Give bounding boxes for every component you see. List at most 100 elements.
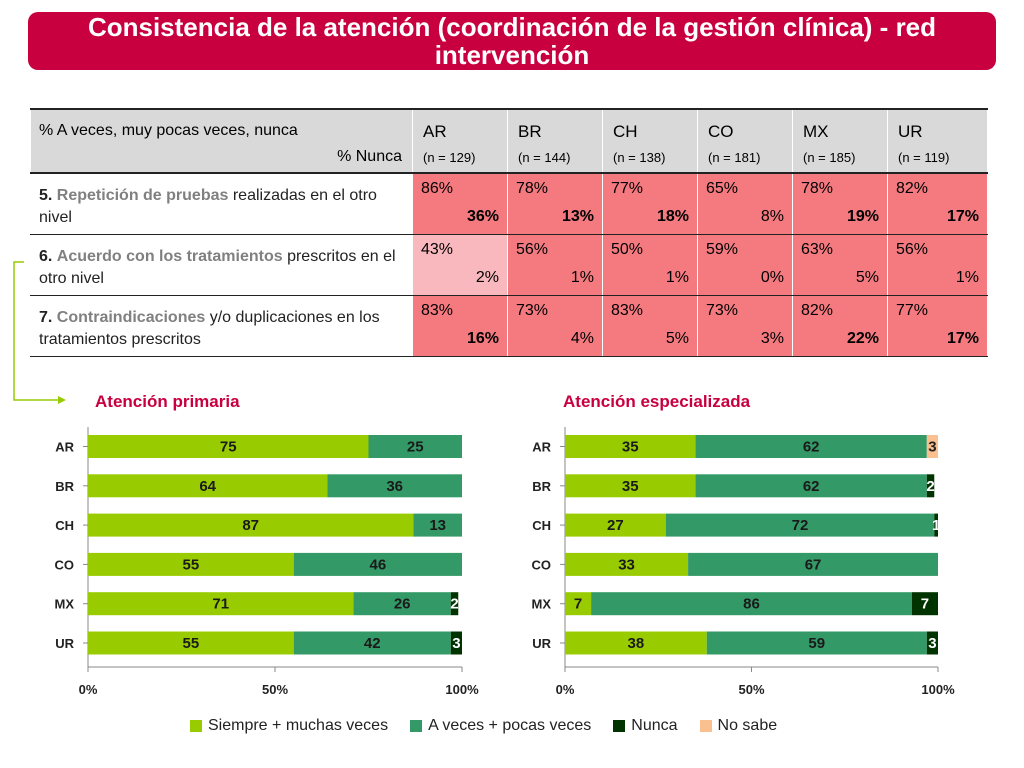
bar-value-label: 59 <box>808 635 825 652</box>
cell-bottom-value: 18% <box>656 208 689 225</box>
header-country-ar: AR (n = 129) <box>412 108 508 174</box>
x-tick-label: 100% <box>445 682 479 697</box>
bar-value-label: 55 <box>183 556 200 573</box>
table-header-row: % A veces, muy pocas veces, nunca % Nunc… <box>30 108 988 174</box>
table-cell: 63% 5% <box>792 234 888 296</box>
bar-segment <box>926 474 935 498</box>
category-label: CH <box>532 518 551 533</box>
cell-bottom-value: 17% <box>946 208 979 225</box>
bar-segment <box>926 631 938 655</box>
cell-top-value: 59% <box>706 241 739 258</box>
x-tick-label: 50% <box>738 682 764 697</box>
x-tick-label: 50% <box>262 682 288 697</box>
table-cell: 73% 4% <box>507 295 603 357</box>
header-country-br: BR (n = 144) <box>507 108 603 174</box>
category-label: UR <box>55 636 74 651</box>
bar-value-label: 1 <box>932 517 940 534</box>
category-label: CH <box>55 518 74 533</box>
cell-bottom-value: 1% <box>665 269 689 286</box>
bar-value-label: 64 <box>199 478 216 495</box>
bar-value-label: 3 <box>928 439 936 456</box>
table-cell: 83% 16% <box>412 295 508 357</box>
bar-value-label: 25 <box>407 439 424 456</box>
bar-value-label: 42 <box>364 635 381 652</box>
cell-bottom-value: 3% <box>760 330 784 347</box>
bar-value-label: 27 <box>607 517 624 534</box>
legend-item-nosabe: No sabe <box>699 717 778 735</box>
row-highlight: Repetición de pruebas <box>56 187 229 204</box>
bar-value-label: 26 <box>394 596 411 613</box>
bar-segment <box>413 513 462 537</box>
page-title-line2: intervención <box>434 40 590 70</box>
bar-segment <box>368 435 462 458</box>
row-highlight: Contraindicaciones <box>56 309 206 326</box>
bar-segment <box>565 631 707 655</box>
bar-segment <box>88 552 294 576</box>
cell-top-value: 43% <box>421 241 454 258</box>
table-cell: 56% 1% <box>507 234 603 296</box>
legend-item-nunca: Nunca <box>613 717 678 735</box>
chart-title-primaria: Atención primaria <box>95 392 240 411</box>
bar-value-label: 62 <box>803 439 820 456</box>
header-line1: % A veces, muy pocas veces, nunca <box>39 122 298 139</box>
cell-top-value: 83% <box>611 302 644 319</box>
bar-value-label: 36 <box>386 478 403 495</box>
bar-segment <box>926 435 938 458</box>
table-cell: 78% 19% <box>792 172 888 235</box>
row-number: 6. <box>39 248 53 265</box>
category-label: CO <box>55 557 75 572</box>
bar-segment <box>450 592 459 616</box>
bar-segment <box>706 631 927 655</box>
cell-top-value: 82% <box>896 180 929 197</box>
bar-segment <box>665 513 935 537</box>
bar-value-label: 67 <box>805 556 822 573</box>
row-highlight: Acuerdo con los tratamientos <box>56 248 283 265</box>
header-line2: % Nunca <box>337 148 402 165</box>
bar-segment <box>565 592 592 616</box>
bar-value-label: 3 <box>452 635 460 652</box>
category-label: UR <box>532 636 551 651</box>
bar-segment <box>88 435 369 458</box>
cell-bottom-value: 1% <box>955 269 979 286</box>
legend-swatch-aveces <box>410 720 423 732</box>
bar-segment <box>565 552 689 576</box>
legend-swatch-nunca <box>613 720 626 732</box>
bar-segment <box>293 631 451 655</box>
legend-item-aveces: A veces + pocas veces <box>410 717 591 735</box>
row-number: 5. <box>39 187 53 204</box>
header-country-ch: CH (n = 138) <box>602 108 698 174</box>
cell-bottom-value: 22% <box>846 330 879 347</box>
cell-top-value: 63% <box>801 241 834 258</box>
country-n: (n = 185) <box>803 150 856 165</box>
cell-bottom-value: 8% <box>760 208 784 225</box>
bar-segment <box>688 552 938 576</box>
table-cell: 86% 36% <box>412 172 508 235</box>
country-code: AR <box>423 122 447 141</box>
legend-label-siempre: Siempre + muchas veces <box>208 717 389 734</box>
bar-value-label: 33 <box>618 556 635 573</box>
cell-bottom-value: 2% <box>475 269 499 286</box>
legend-swatch-siempre <box>190 720 202 732</box>
bar-segment <box>88 513 414 537</box>
cell-top-value: 56% <box>896 241 929 258</box>
legend-item-siempre: Siempre + muchas veces <box>190 717 388 735</box>
cell-top-value: 86% <box>421 180 454 197</box>
legend-label-nosabe: No sabe <box>717 717 778 734</box>
country-n: (n = 181) <box>708 150 761 165</box>
table-cell: 82% 22% <box>792 295 888 357</box>
cell-top-value: 73% <box>706 302 739 319</box>
bar-segment <box>88 474 328 498</box>
cell-top-value: 65% <box>706 180 739 197</box>
bar-segment <box>911 592 938 616</box>
page-title-line1: Consistencia de la atención (coordinació… <box>87 12 937 42</box>
category-label: MX <box>532 597 552 612</box>
country-code: CH <box>613 122 638 141</box>
header-country-mx: MX (n = 185) <box>792 108 888 174</box>
country-n: (n = 119) <box>898 150 950 165</box>
table-row: 6. Acuerdo con los tratamientos prescrit… <box>30 234 988 296</box>
bar-segment <box>88 592 354 616</box>
table-cell: 65% 8% <box>697 172 793 235</box>
bar-value-label: 55 <box>183 635 200 652</box>
summary-table: % A veces, muy pocas veces, nunca % Nunc… <box>30 108 988 357</box>
